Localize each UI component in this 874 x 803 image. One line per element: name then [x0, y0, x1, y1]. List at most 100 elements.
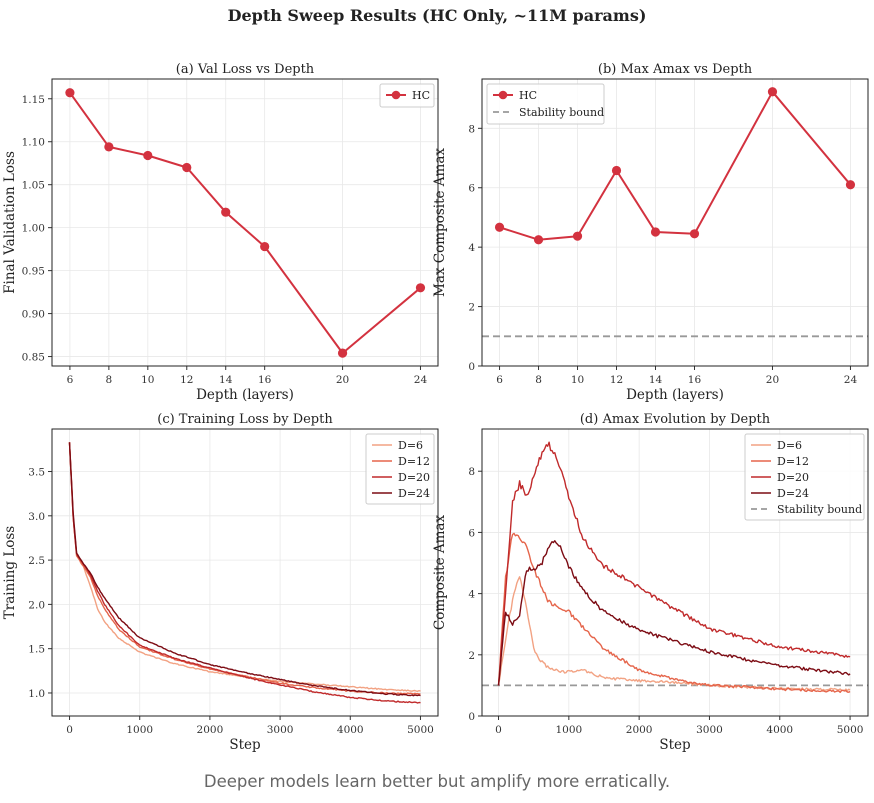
subplot-a: 6 8 10 12 14 16 20 24 0.85 0.90 0.95 1.00 1.05 1.10 1.…	[2, 62, 439, 403]
legend-label: HC	[412, 89, 430, 102]
legend-label: D=20	[398, 471, 430, 484]
legend-box	[486, 83, 605, 125]
data-point	[104, 142, 114, 152]
series-line-d24	[497, 540, 851, 686]
x-axis-label: Depth (layers)	[626, 387, 724, 403]
x-tick-label: 10	[571, 374, 584, 386]
y-tick-label: 0	[468, 711, 475, 723]
data-point	[650, 227, 661, 237]
x-tick-label: 5000	[407, 724, 434, 736]
legend-box	[365, 433, 435, 505]
y-tick-label: 1.0	[28, 688, 45, 700]
y-tick-label: 0.85	[22, 352, 45, 364]
x-tick-label: 0	[495, 724, 502, 736]
plot-area	[482, 441, 868, 693]
y-tick-label: 2.0	[28, 599, 45, 611]
y-axis-label: Training Loss	[2, 526, 18, 619]
subplot-title: (a) Val Loss vs Depth	[176, 62, 315, 77]
legend-label: D=6	[398, 439, 423, 452]
figure-caption: Deeper models learn better but amplify m…	[203, 772, 671, 791]
data-point	[182, 162, 192, 173]
legend-label: D=12	[777, 455, 809, 468]
x-tick-label: 24	[844, 374, 858, 386]
data-point	[494, 222, 505, 232]
x-tick-label: 20	[766, 374, 779, 386]
subplot-d: 0 1000 2000 3000 4000 5000 0 2 4 6 8 (d) Amax Evolu…	[432, 412, 869, 753]
plot-area	[482, 87, 868, 338]
legend-marker	[391, 90, 401, 100]
y-tick-label: 4	[468, 589, 475, 601]
x-tick-label: 14	[649, 374, 663, 386]
x-tick-label: 20	[336, 374, 349, 386]
y-axis-label: Max Composite Amax	[432, 148, 448, 297]
subplot-c: 0 1000 2000 3000 4000 5000 1.0 1.5 2.0 2.5 3.0 3.5 (…	[2, 412, 439, 753]
y-tick-label: 2	[468, 302, 475, 314]
subplot-title: (b) Max Amax vs Depth	[598, 62, 753, 77]
axes-frame	[51, 428, 439, 717]
y-tick-label: 0.90	[22, 309, 45, 321]
x-tick-label: 3000	[267, 724, 294, 736]
x-tick-label: 0	[66, 724, 73, 736]
y-tick-label: 6	[468, 183, 475, 195]
y-tick-label: 3.0	[28, 511, 45, 523]
series-line-hc	[499, 90, 852, 241]
y-tick-label: 1.05	[22, 180, 45, 192]
x-tick-label: 12	[180, 374, 193, 386]
legend-box	[379, 83, 435, 108]
figure-title: Depth Sweep Results (HC Only, ~11M param…	[228, 6, 647, 25]
legend-label: Stability bound	[519, 106, 604, 119]
data-point	[611, 165, 622, 176]
axes-frame	[481, 78, 869, 367]
data-point	[845, 180, 856, 190]
y-tick-label: 6	[468, 527, 475, 539]
legend-label: Stability bound	[777, 503, 862, 516]
y-tick-label: 0	[468, 361, 475, 373]
subplot-title: (c) Training Loss by Depth	[157, 412, 333, 427]
x-tick-label: 6	[67, 374, 74, 386]
y-tick-label: 1.5	[28, 644, 45, 656]
x-tick-label: 4000	[766, 724, 793, 736]
x-tick-label: 6	[496, 374, 503, 386]
y-tick-label: 1.15	[22, 94, 45, 106]
y-tick-label: 4	[468, 242, 475, 254]
data-point	[533, 235, 544, 245]
y-tick-label: 1.10	[22, 137, 45, 149]
x-tick-label: 1000	[555, 724, 582, 736]
subplot-title: (d) Amax Evolution by Depth	[580, 412, 771, 427]
legend: D=6 D=12 D=20 D=24	[365, 433, 435, 505]
series-line-d12	[497, 532, 851, 693]
plot-area	[68, 442, 421, 704]
data-point	[65, 88, 75, 98]
x-tick-label: 5000	[837, 724, 864, 736]
legend-label: D=24	[777, 487, 809, 500]
series-line-d20	[497, 441, 851, 686]
series-line-d20	[68, 442, 421, 704]
x-tick-label: 8	[535, 374, 542, 386]
y-tick-label: 2.5	[28, 555, 45, 567]
x-axis-label: Step	[659, 737, 690, 753]
legend: D=6 D=12 D=20 D=24 Stability bound	[744, 433, 865, 521]
legend-label: D=12	[398, 455, 430, 468]
y-tick-label: 1.00	[22, 223, 45, 235]
data-point	[767, 87, 778, 97]
x-tick-label: 10	[141, 374, 154, 386]
x-tick-label: 14	[219, 374, 233, 386]
data-point	[415, 283, 426, 293]
series-line-hc	[69, 92, 422, 355]
axes-frame	[481, 428, 869, 717]
x-tick-label: 24	[414, 374, 428, 386]
x-tick-label: 16	[688, 374, 702, 386]
y-tick-label: 3.5	[28, 467, 45, 479]
data-point	[337, 348, 348, 358]
legend: HC Stability bound	[486, 83, 605, 125]
legend-label: D=24	[398, 487, 430, 500]
data-point	[689, 229, 700, 239]
legend: HC	[379, 83, 435, 108]
data-point	[260, 241, 270, 252]
x-tick-label: 2000	[197, 724, 224, 736]
x-tick-label: 2000	[626, 724, 653, 736]
x-tick-label: 4000	[337, 724, 364, 736]
